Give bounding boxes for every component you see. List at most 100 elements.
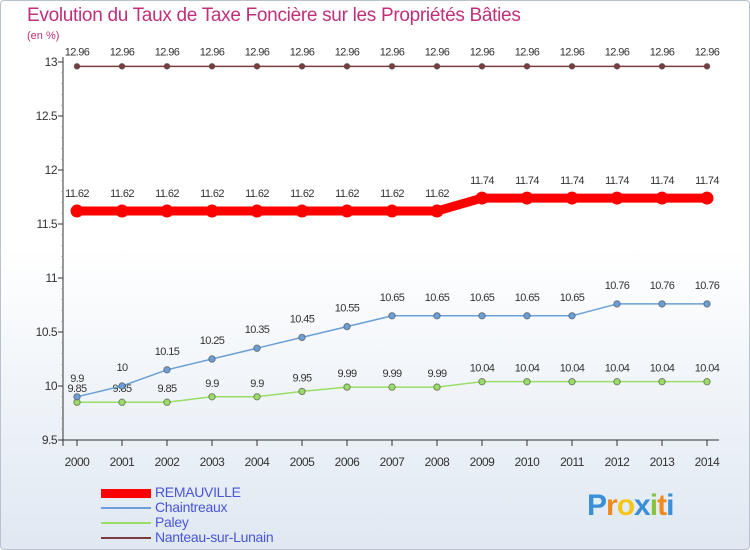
data-point: [478, 377, 486, 386]
data-label: 12.96: [245, 46, 270, 58]
data-label: 9.9: [70, 373, 84, 385]
data-point: [388, 383, 396, 391]
data-point: [208, 63, 216, 70]
legend-label: Nanteau-sur-Lunain: [155, 529, 274, 545]
data-label: 11.74: [650, 175, 674, 187]
x-tick-label: 2001: [110, 455, 136, 469]
data-point: [433, 383, 441, 391]
logo-letter: i: [649, 489, 658, 522]
y-tick-label: 13: [45, 55, 58, 69]
data-label: 9.95: [292, 372, 311, 384]
data-point: [430, 204, 444, 218]
data-point: [298, 63, 306, 70]
data-label: 10.35: [245, 324, 270, 336]
data-label: 11.62: [200, 188, 224, 200]
data-label: 11.62: [65, 188, 89, 200]
data-label: 10.04: [515, 363, 540, 375]
data-label: 10.04: [650, 363, 675, 375]
data-point: [658, 63, 666, 70]
y-tick-label: 10.5: [36, 325, 58, 339]
data-label: 12.96: [335, 46, 360, 58]
data-point: [295, 204, 309, 218]
data-point: [343, 63, 351, 70]
data-point: [523, 63, 531, 70]
data-point: [160, 204, 174, 218]
data-point: [613, 377, 621, 386]
x-tick-label: 2010: [515, 455, 541, 469]
data-point: [163, 63, 171, 70]
data-point: [118, 382, 126, 390]
series-paley: 9.859.859.859.99.99.959.999.999.9910.041…: [67, 363, 720, 406]
data-label: 10.04: [605, 363, 630, 375]
chart-title: Evolution du Taux de Taxe Foncière sur l…: [27, 5, 521, 26]
data-label: 10.65: [560, 292, 585, 304]
data-label: 11.74: [560, 175, 584, 187]
data-point: [253, 344, 261, 352]
data-label: 10.55: [335, 303, 360, 315]
x-tick-label: 2005: [290, 455, 316, 469]
y-tick-label: 11.5: [37, 217, 58, 231]
data-label: 9.9: [250, 378, 264, 390]
data-label: 10.76: [605, 280, 630, 292]
data-label: 10: [116, 362, 128, 374]
data-point: [205, 204, 219, 218]
legend-label: Chaintreaux: [155, 499, 228, 515]
data-point: [250, 204, 264, 218]
data-point: [73, 63, 81, 70]
y-tick-label: 10: [45, 379, 58, 393]
data-point: [343, 383, 351, 391]
data-point: [298, 333, 306, 342]
legend-swatch: [101, 488, 151, 498]
logo-letter: x: [634, 489, 651, 522]
data-label: 10.45: [290, 313, 315, 325]
y-tick-label: 12: [45, 163, 58, 177]
data-label: 11.74: [515, 175, 539, 187]
x-tick-label: 2002: [155, 455, 181, 469]
series-nanteau-sur-lunain: 12.96 12.96 12.96 12.96 12.96 12.96 12.96 12.96…: [65, 46, 720, 70]
y-tick-label: 12.5: [36, 109, 58, 123]
logo-letter: r: [606, 489, 618, 522]
data-label: 12.96: [425, 46, 450, 58]
data-label: 9.99: [427, 368, 446, 380]
data-label: 11.74: [695, 175, 719, 187]
data-label: 11.62: [110, 188, 134, 200]
data-point: [70, 204, 84, 218]
logo-letter: t: [657, 489, 667, 522]
data-point: [613, 300, 621, 308]
data-point: [655, 191, 669, 205]
legend-label: REMAUVILLE: [155, 484, 241, 500]
data-point: [388, 312, 396, 320]
data-point: [340, 204, 354, 218]
data-label: 11.74: [470, 175, 494, 187]
data-label: 12.96: [290, 46, 315, 58]
data-label: 12.96: [155, 46, 180, 58]
x-tick-label: 2014: [695, 455, 721, 469]
data-label: 10.76: [650, 280, 675, 292]
data-point: [703, 377, 711, 386]
data-label: 9.85: [157, 383, 176, 395]
x-tick-label: 2004: [245, 455, 271, 469]
data-label: 9.85: [67, 383, 86, 395]
data-point: [385, 204, 399, 218]
data-label: 9.9: [205, 378, 219, 390]
data-label: 11.62: [290, 188, 314, 200]
data-label: 12.96: [515, 46, 540, 58]
legend-swatch: [101, 537, 151, 539]
data-point: [703, 63, 711, 70]
data-label: 12.96: [695, 46, 720, 58]
data-point: [298, 387, 306, 396]
data-label: 10.04: [695, 363, 720, 375]
x-tick-label: 2008: [425, 455, 451, 469]
data-label: 10.15: [155, 346, 180, 358]
data-point: [343, 322, 351, 331]
x-tick-label: 2012: [605, 455, 631, 469]
logo-letter: P: [587, 489, 607, 522]
data-label: 12.96: [470, 46, 495, 58]
data-label: 12.96: [560, 46, 585, 58]
data-label: 11.62: [380, 188, 404, 200]
data-point: [565, 191, 579, 205]
data-label: 12.96: [605, 46, 630, 58]
data-point: [523, 312, 531, 320]
data-point: [475, 191, 489, 205]
